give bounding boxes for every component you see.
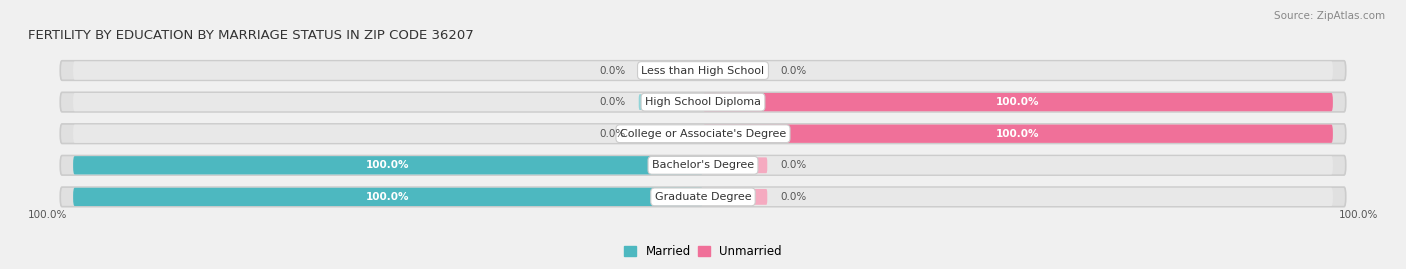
FancyBboxPatch shape <box>703 93 1333 111</box>
Text: 100.0%: 100.0% <box>997 129 1039 139</box>
Text: 0.0%: 0.0% <box>599 66 626 76</box>
Text: 0.0%: 0.0% <box>780 160 807 170</box>
FancyBboxPatch shape <box>60 124 1346 143</box>
Text: 100.0%: 100.0% <box>367 192 409 202</box>
Text: 100.0%: 100.0% <box>28 210 67 220</box>
Text: High School Diploma: High School Diploma <box>645 97 761 107</box>
FancyBboxPatch shape <box>73 156 703 175</box>
Legend: Married, Unmarried: Married, Unmarried <box>620 240 786 263</box>
FancyBboxPatch shape <box>638 94 690 110</box>
FancyBboxPatch shape <box>638 63 690 79</box>
Text: Bachelor's Degree: Bachelor's Degree <box>652 160 754 170</box>
Text: Less than High School: Less than High School <box>641 66 765 76</box>
Text: 100.0%: 100.0% <box>997 97 1039 107</box>
Text: 0.0%: 0.0% <box>780 192 807 202</box>
FancyBboxPatch shape <box>716 189 768 205</box>
Text: FERTILITY BY EDUCATION BY MARRIAGE STATUS IN ZIP CODE 36207: FERTILITY BY EDUCATION BY MARRIAGE STATU… <box>28 29 474 42</box>
FancyBboxPatch shape <box>73 188 1333 206</box>
FancyBboxPatch shape <box>73 93 1333 111</box>
Text: 0.0%: 0.0% <box>599 97 626 107</box>
FancyBboxPatch shape <box>60 61 1346 80</box>
FancyBboxPatch shape <box>73 188 703 206</box>
Text: Source: ZipAtlas.com: Source: ZipAtlas.com <box>1274 11 1385 21</box>
FancyBboxPatch shape <box>73 61 1333 80</box>
Text: 0.0%: 0.0% <box>780 66 807 76</box>
FancyBboxPatch shape <box>60 155 1346 175</box>
FancyBboxPatch shape <box>60 187 1346 207</box>
FancyBboxPatch shape <box>60 92 1346 112</box>
Text: 100.0%: 100.0% <box>367 160 409 170</box>
FancyBboxPatch shape <box>73 156 1333 175</box>
Text: 0.0%: 0.0% <box>599 129 626 139</box>
FancyBboxPatch shape <box>638 126 690 141</box>
FancyBboxPatch shape <box>73 125 1333 143</box>
Text: Graduate Degree: Graduate Degree <box>655 192 751 202</box>
FancyBboxPatch shape <box>716 157 768 173</box>
Text: 100.0%: 100.0% <box>1339 210 1378 220</box>
FancyBboxPatch shape <box>716 63 768 79</box>
FancyBboxPatch shape <box>703 125 1333 143</box>
Text: College or Associate's Degree: College or Associate's Degree <box>620 129 786 139</box>
